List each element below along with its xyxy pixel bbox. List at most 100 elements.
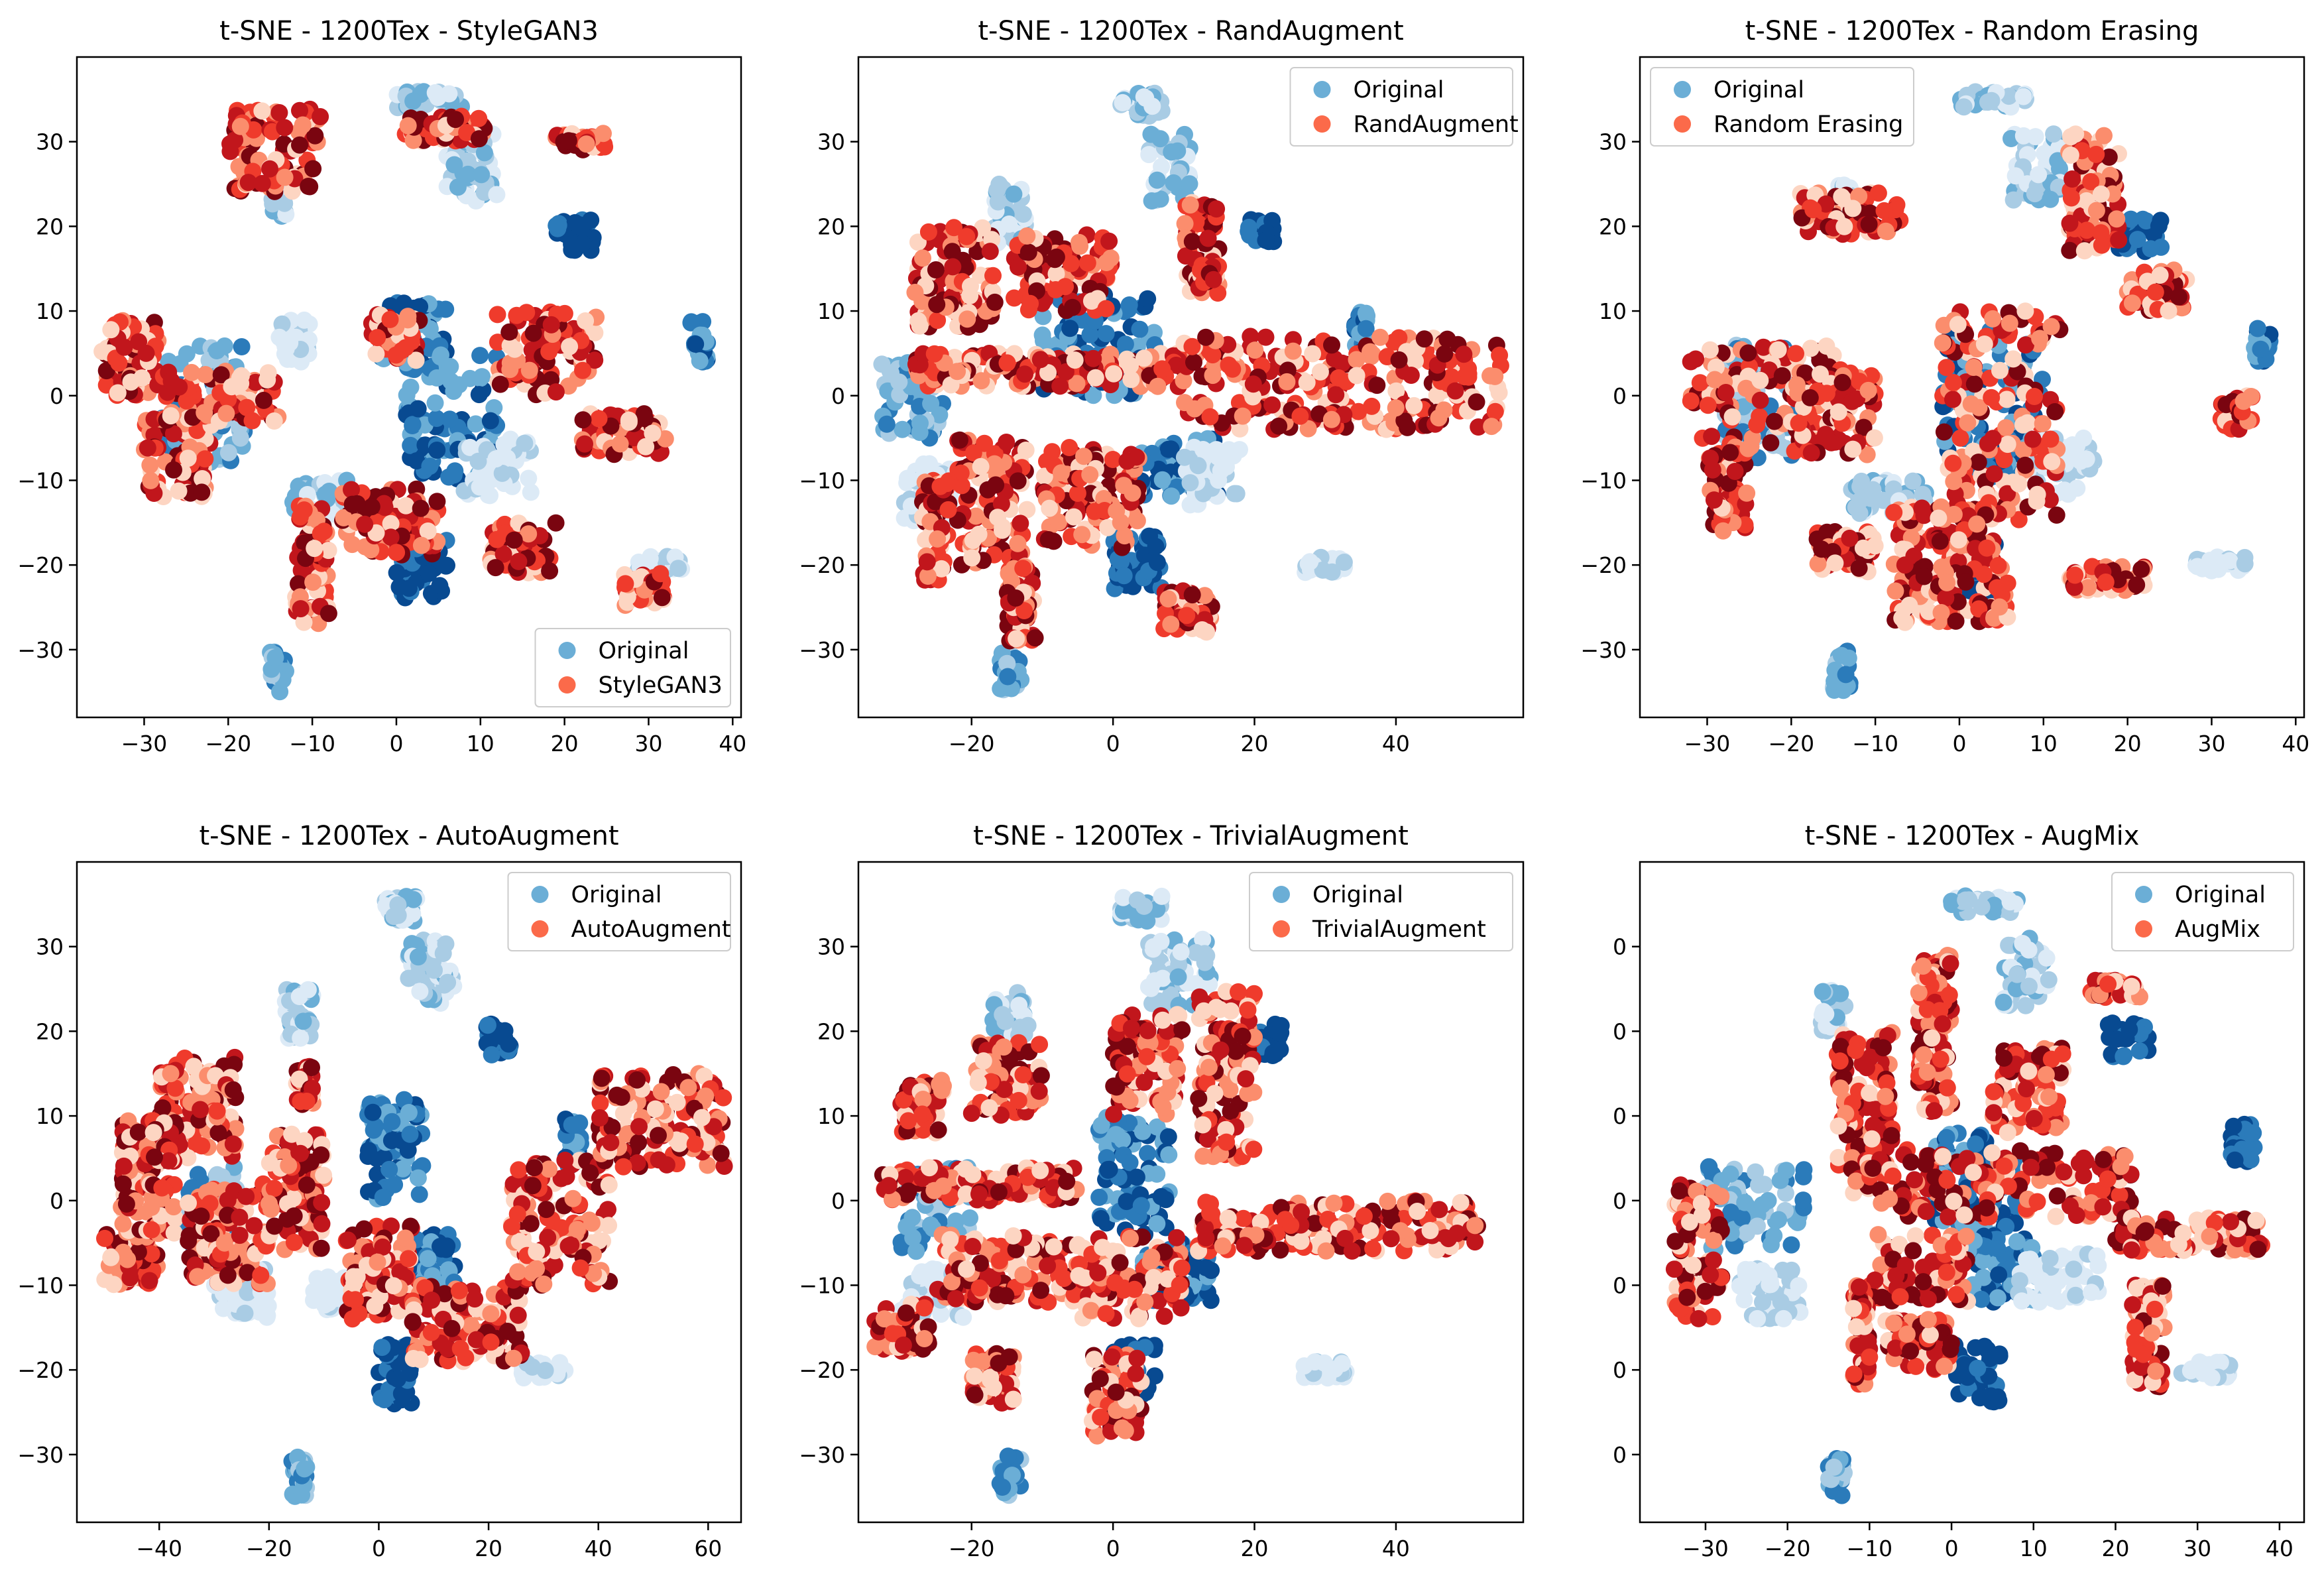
tsne-panel-1: t-SNE - 1200Tex - StyleGAN3−30 −20 −10 0 10 2…	[17, 16, 746, 757]
data-point	[1357, 320, 1375, 337]
data-point	[419, 522, 437, 540]
legend-marker	[1674, 115, 1691, 133]
data-point	[380, 1160, 398, 1178]
data-point	[999, 668, 1017, 686]
data-point	[1018, 501, 1036, 518]
data-point	[312, 108, 329, 125]
data-point	[1975, 335, 1993, 353]
data-point	[2108, 210, 2126, 228]
data-point	[487, 559, 504, 577]
data-point	[1984, 310, 2002, 328]
data-point	[382, 515, 400, 532]
data-point	[2066, 566, 2084, 584]
data-point	[1699, 396, 1717, 414]
data-point	[520, 361, 538, 379]
data-point	[1368, 377, 1386, 394]
data-point	[1850, 560, 1868, 577]
data-point	[1075, 448, 1092, 465]
data-point	[550, 216, 567, 234]
x-tick-label: 20	[551, 731, 579, 757]
data-point	[2075, 242, 2093, 260]
data-point	[2031, 330, 2049, 347]
data-point	[590, 410, 608, 428]
data-point	[2078, 221, 2096, 239]
data-point	[438, 556, 455, 574]
data-point	[170, 482, 188, 500]
data-point	[1813, 540, 1831, 558]
data-point	[1348, 351, 1365, 369]
data-point	[1165, 174, 1183, 192]
data-point	[2010, 475, 2028, 493]
data-point	[1904, 472, 1922, 490]
data-point	[2024, 430, 2042, 448]
data-point	[1057, 363, 1075, 381]
data-point	[967, 507, 985, 525]
data-point	[906, 284, 924, 301]
data-point	[1304, 345, 1322, 363]
data-point	[1197, 328, 1215, 346]
x-tick-label: 40	[1382, 731, 1410, 757]
data-point	[1181, 196, 1199, 214]
data-point	[1875, 491, 1892, 509]
data-point	[1938, 574, 1956, 591]
data-point	[691, 352, 709, 370]
data-point	[481, 1033, 499, 1050]
data-point	[989, 509, 1007, 526]
data-point	[109, 384, 127, 402]
data-point	[363, 498, 380, 516]
data-point	[1968, 515, 1986, 533]
data-point	[1220, 356, 1238, 374]
data-point	[1877, 222, 1894, 240]
data-point	[1128, 512, 1146, 530]
data-point	[306, 540, 323, 558]
data-point	[221, 143, 239, 160]
data-point	[404, 131, 422, 149]
data-point	[1115, 567, 1133, 585]
data-point	[1122, 371, 1140, 389]
data-point	[939, 501, 957, 518]
data-point	[255, 391, 272, 409]
data-point	[2082, 173, 2100, 190]
data-point	[162, 407, 180, 425]
data-point	[2128, 231, 2146, 249]
data-point	[385, 908, 403, 926]
data-point	[193, 483, 211, 501]
data-point	[2092, 224, 2110, 242]
data-point	[291, 101, 308, 119]
data-point	[2004, 350, 2022, 368]
data-point	[520, 469, 538, 487]
data-point	[1706, 371, 1723, 389]
data-point	[1959, 414, 1977, 432]
data-point	[2010, 511, 2028, 528]
data-point	[411, 983, 429, 1000]
data-point	[265, 412, 283, 430]
x-tick-label: 40	[719, 731, 746, 757]
data-point	[1687, 350, 1705, 368]
data-point	[217, 404, 235, 422]
data-point	[2034, 415, 2052, 432]
data-point	[1949, 531, 1967, 549]
data-point	[1069, 485, 1086, 502]
data-point	[1064, 298, 1081, 316]
data-point	[1438, 330, 1456, 348]
data-point	[208, 342, 226, 359]
data-point	[616, 575, 634, 593]
data-point	[944, 258, 962, 276]
x-tick-label: −20	[205, 731, 251, 757]
data-point	[376, 499, 394, 516]
data-point	[1181, 175, 1198, 193]
data-point	[2043, 453, 2061, 471]
data-point	[1082, 292, 1100, 310]
data-point	[919, 223, 937, 241]
data-point	[294, 1012, 312, 1030]
data-point	[1762, 434, 1780, 452]
data-point	[1801, 389, 1819, 406]
data-point	[1097, 300, 1115, 318]
x-tick-label: −30	[121, 731, 168, 757]
y-tick-label: 10	[36, 298, 64, 324]
data-point	[1390, 351, 1408, 369]
data-point	[1131, 320, 1149, 338]
data-point	[1818, 337, 1835, 355]
x-tick-label: −10	[1852, 731, 1898, 757]
data-point	[595, 125, 612, 143]
